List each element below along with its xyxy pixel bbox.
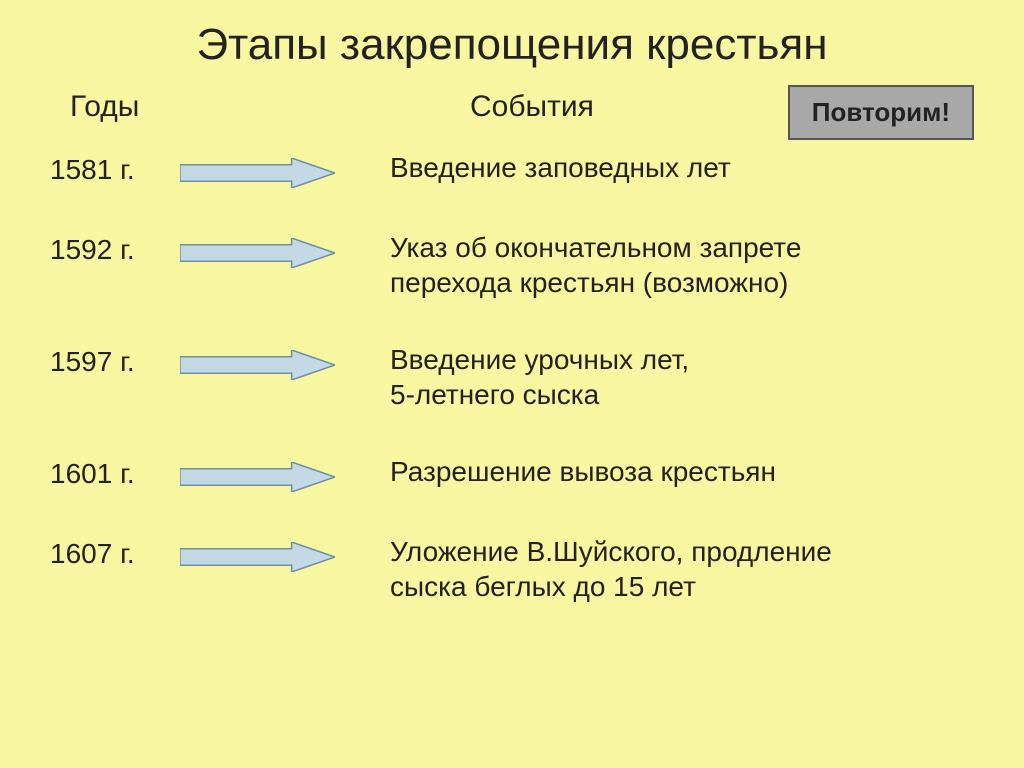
event-text: Уложение В.Шуйского, продлениесыска бегл… (390, 534, 974, 604)
slide: Этапы закрепощения крестьян Годы События… (0, 0, 1024, 768)
timeline-row: 1607 г. Уложение В.Шуйского, продлениесыс… (50, 534, 974, 604)
event-text: Введение урочных лет,5-летнего сыска (390, 342, 974, 412)
arrow-icon (180, 534, 390, 572)
repeat-button-label: Повторим! (812, 97, 950, 127)
year-label: 1592 г. (50, 230, 180, 266)
slide-title: Этапы закрепощения крестьян (50, 20, 974, 70)
arrow-icon (180, 342, 390, 380)
timeline-row: 1592 г. Указ об окончательном запрете пер… (50, 230, 974, 300)
timeline-row: 1597 г. Введение урочных лет,5-летнего сы… (50, 342, 974, 412)
header-years: Годы (70, 90, 139, 124)
timeline-row: 1601 г. Разрешение вывоза крестьян (50, 454, 974, 492)
year-label: 1601 г. (50, 454, 180, 490)
arrow-icon (180, 454, 390, 492)
year-label: 1607 г. (50, 534, 180, 570)
year-label: 1581 г. (50, 150, 180, 186)
event-text: Указ об окончательном запрете перехода к… (390, 230, 974, 300)
event-text: Разрешение вывоза крестьян (390, 454, 974, 489)
year-label: 1597 г. (50, 342, 180, 378)
timeline-rows: 1581 г. Введение заповедных лет 1592 г. Ука… (50, 150, 974, 604)
column-headers: Годы События Повторим! (50, 90, 974, 140)
header-events: События (470, 90, 594, 124)
timeline-row: 1581 г. Введение заповедных лет (50, 150, 974, 188)
event-text: Введение заповедных лет (390, 150, 974, 185)
arrow-icon (180, 230, 390, 268)
arrow-icon (180, 150, 390, 188)
repeat-button[interactable]: Повторим! (788, 85, 974, 140)
